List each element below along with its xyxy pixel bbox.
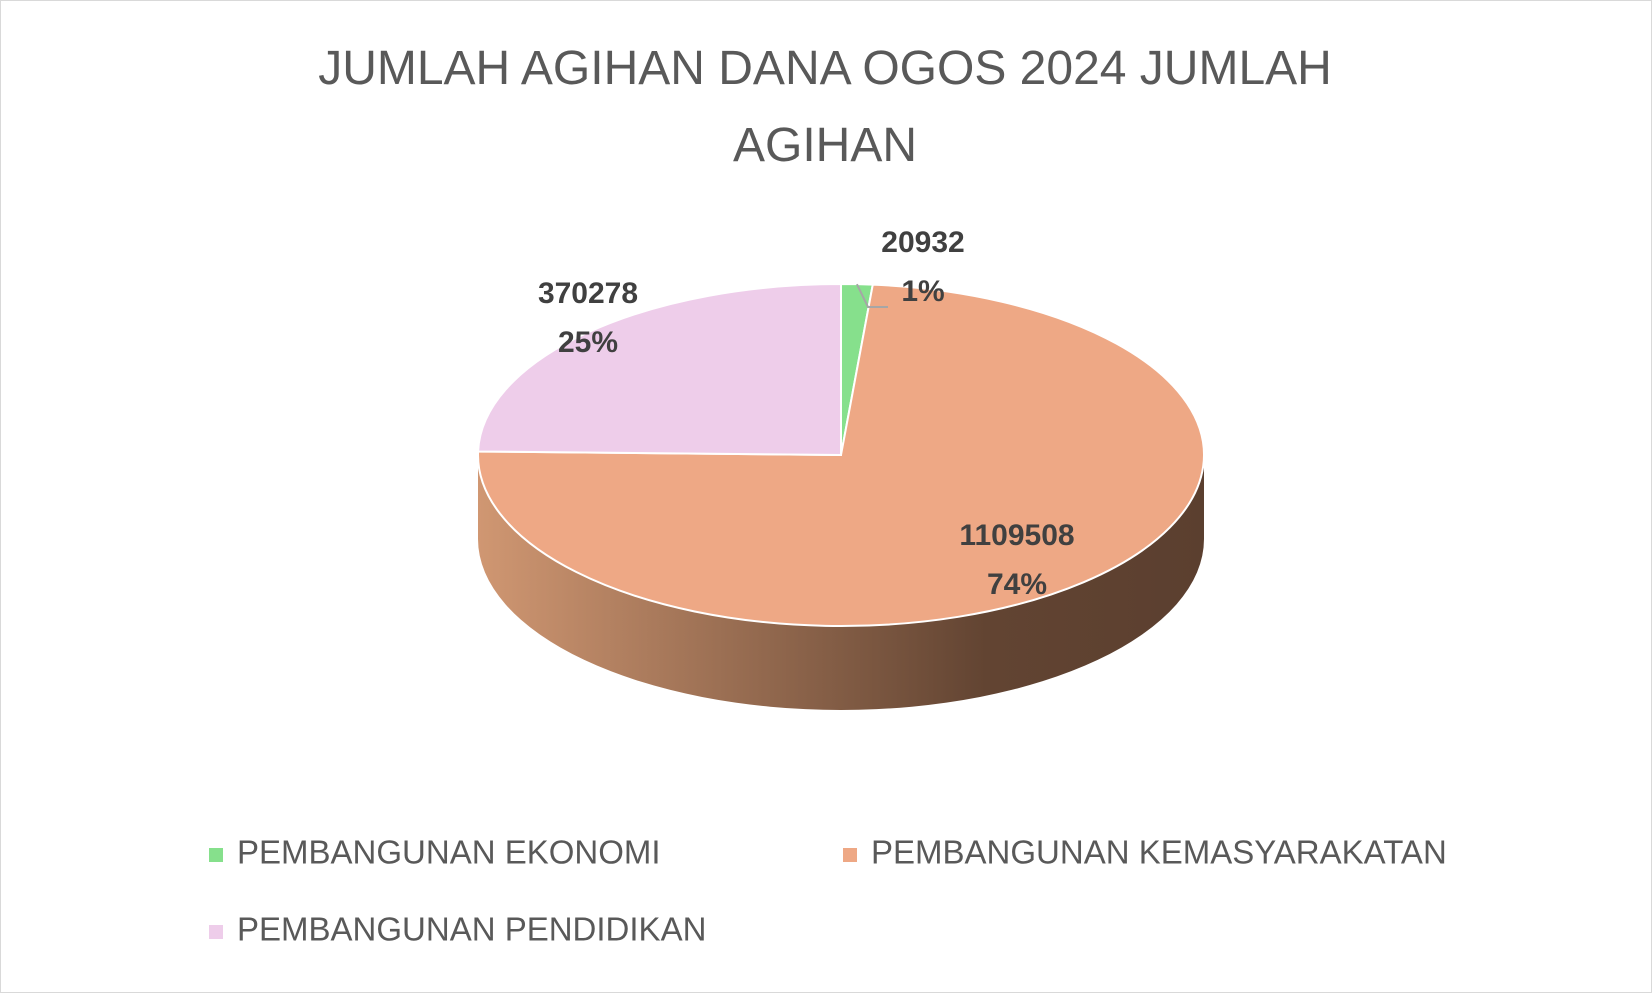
legend-swatch (209, 848, 223, 862)
data-label: 370278 (538, 277, 638, 310)
data-label: 1109508 (959, 519, 1074, 552)
legend-label: PEMBANGUNAN EKONOMI (237, 834, 661, 871)
percent-label: 1% (901, 275, 944, 308)
legend-label: PEMBANGUNAN KEMASYARAKATAN (871, 834, 1447, 871)
legend-swatch (843, 848, 857, 862)
data-label: 20932 (881, 226, 964, 259)
percent-label: 74% (987, 568, 1047, 601)
slice (477, 282, 842, 457)
legend-swatch (209, 925, 223, 939)
slice-side (478, 455, 1204, 710)
leader-line (856, 283, 888, 308)
percent-label: 25% (558, 326, 618, 359)
legend-label: PEMBANGUNAN PENDIDIKAN (237, 911, 706, 948)
chart-title: JUMLAH AGIHAN DANA OGOS 2024 JUMLAH AGIH… (318, 42, 1332, 172)
